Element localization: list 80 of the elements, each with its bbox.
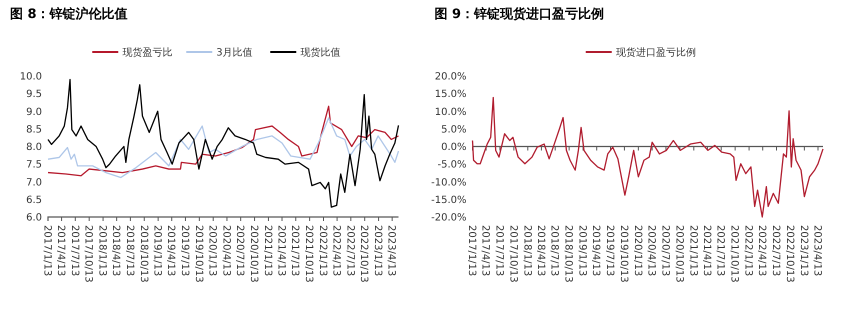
x-tick-label: 2019/4/13 <box>590 225 602 276</box>
y-tick-label: 8.0 <box>26 142 42 153</box>
x-tick-label: 2022/10/13 <box>784 225 795 283</box>
x-tick-label: 2021/1/13 <box>262 225 273 276</box>
x-tick-label: 2018/1/13 <box>96 225 108 276</box>
y-tick-label: 10.0% <box>434 106 466 118</box>
x-tick-label: 2017/1/13 <box>466 225 477 276</box>
legend-label: 现货比值 <box>300 46 340 58</box>
y-tick-label: -20.0% <box>431 212 466 224</box>
x-tick-label: 2019/7/13 <box>604 225 615 276</box>
x-tick-label: 2019/10/13 <box>192 225 204 283</box>
y-tick-label: 6.5 <box>26 194 42 206</box>
y-tick-label: 7.0 <box>26 177 42 188</box>
x-tick-label: 2021/4/13 <box>700 225 712 276</box>
legend-label: 现货进口盈亏比例 <box>616 46 696 58</box>
x-tick-label: 2022/4/13 <box>330 225 342 276</box>
x-tick-label: 2021/10/13 <box>728 225 740 283</box>
legend-label: 3月比值 <box>216 46 253 58</box>
x-tick-label: 2017/4/13 <box>480 225 491 276</box>
x-tick-label: 2017/7/13 <box>493 225 504 276</box>
y-tick-label: 7.5 <box>26 160 42 171</box>
y-tick-label: -15.0% <box>431 194 466 206</box>
y-tick-label: 8.5 <box>26 124 42 136</box>
x-tick-label: 2019/1/13 <box>152 225 163 276</box>
x-tick-label: 2023/4/13 <box>812 225 822 276</box>
x-tick-label: 2017/10/13 <box>82 225 94 283</box>
y-tick-label: -5.0% <box>437 160 466 171</box>
x-tick-label: 2022/4/13 <box>756 225 768 276</box>
x-tick-label: 2020/4/13 <box>220 225 232 276</box>
x-tick-label: 2020/1/13 <box>206 225 218 276</box>
x-tick-label: 2017/1/13 <box>42 225 52 276</box>
y-tick-label: 5.0% <box>441 124 466 136</box>
x-tick-label: 2020/10/13 <box>673 225 684 283</box>
x-tick-label: 2018/10/13 <box>562 225 574 283</box>
x-tick-label: 2018/4/13 <box>534 225 546 276</box>
y-tick-label: 0.0% <box>441 142 466 153</box>
x-tick-label: 2019/7/13 <box>178 225 190 276</box>
x-tick-label: 2022/1/13 <box>742 225 754 276</box>
y-tick-label: -10.0% <box>431 177 466 188</box>
x-tick-label: 2020/1/13 <box>632 225 643 276</box>
x-tick-label: 2021/1/13 <box>687 225 698 276</box>
line-series <box>47 106 400 176</box>
line-series <box>472 96 824 218</box>
x-tick-label: 2020/7/13 <box>659 225 670 276</box>
chart-title: 图 9：锌锭现货进口盈亏比例 <box>434 6 604 22</box>
x-tick-label: 2022/7/13 <box>770 225 781 276</box>
x-tick-label: 2019/1/13 <box>576 225 588 276</box>
x-tick-label: 2022/7/13 <box>344 225 356 276</box>
x-tick-label: 2018/10/13 <box>138 225 149 283</box>
y-tick-label: 6.0 <box>26 212 42 224</box>
x-tick-label: 2021/4/13 <box>276 225 287 276</box>
x-tick-label: 2019/10/13 <box>618 225 629 283</box>
x-tick-label: 2018/1/13 <box>521 225 532 276</box>
x-tick-label: 2021/7/13 <box>289 225 300 276</box>
x-tick-label: 2017/4/13 <box>55 225 66 276</box>
x-tick-label: 2022/1/13 <box>317 225 328 276</box>
y-tick-label: 20.0% <box>434 72 466 82</box>
line-series <box>47 78 400 208</box>
chart-title: 图 8：锌锭沪伦比值 <box>10 6 128 22</box>
x-tick-label: 2018/4/13 <box>110 225 122 276</box>
x-tick-label: 2020/4/13 <box>646 225 657 276</box>
x-tick-label: 2017/10/13 <box>507 225 518 283</box>
x-tick-label: 2023/1/13 <box>798 225 809 276</box>
x-tick-label: 2020/7/13 <box>234 225 246 276</box>
x-tick-label: 2021/10/13 <box>303 225 314 283</box>
y-tick-label: 15.0% <box>434 89 466 100</box>
x-tick-label: 2021/7/13 <box>714 225 726 276</box>
x-tick-label: 2018/7/13 <box>548 225 560 276</box>
x-tick-label: 2020/10/13 <box>248 225 260 283</box>
x-tick-label: 2019/4/13 <box>165 225 176 276</box>
x-tick-label: 2023/1/13 <box>372 225 384 276</box>
x-tick-label: 2018/7/13 <box>124 225 135 276</box>
x-tick-label: 2023/4/13 <box>386 225 397 276</box>
y-tick-label: 9.5 <box>26 89 42 100</box>
y-tick-label: 10.0 <box>20 72 42 82</box>
legend-label: 现货盈亏比 <box>122 46 172 58</box>
x-tick-label: 2022/10/13 <box>358 225 370 283</box>
line-series <box>47 117 400 178</box>
x-tick-label: 2017/7/13 <box>68 225 80 276</box>
y-tick-label: 9.0 <box>26 106 42 118</box>
